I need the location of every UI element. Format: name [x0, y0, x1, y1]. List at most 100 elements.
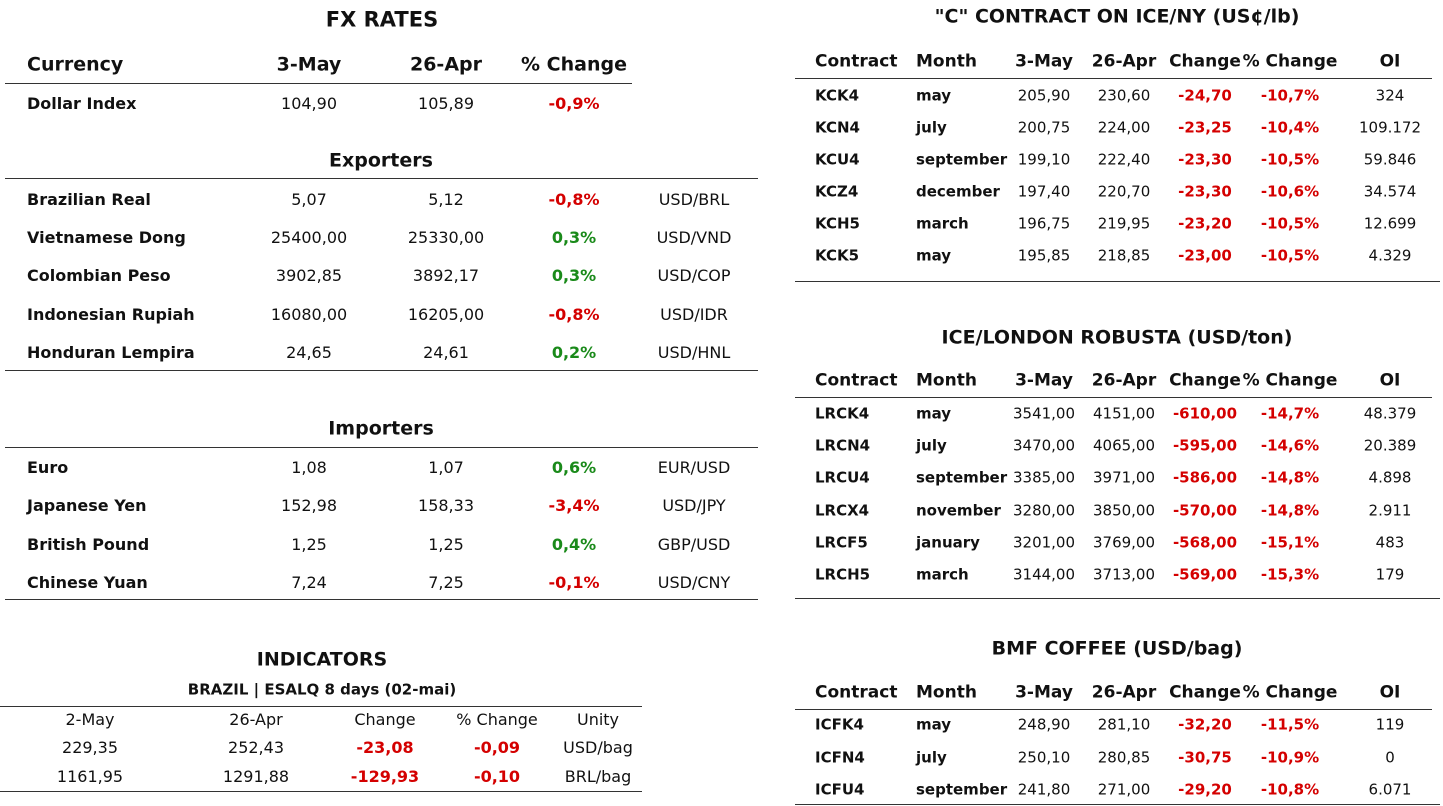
header: Change: [1169, 370, 1241, 391]
cell: -32,20: [1178, 715, 1232, 734]
row-label: LRCK4: [815, 404, 870, 423]
rule: [5, 370, 758, 371]
cell: 25330,00: [407, 228, 485, 247]
cell: USD/JPY: [662, 496, 726, 515]
cell: -0,10: [473, 767, 521, 786]
header: % Change: [1242, 682, 1338, 703]
title: "C" CONTRACT ON ICE/NY (US¢/lb): [934, 5, 1300, 28]
cell: 1,25: [291, 535, 327, 554]
cell: 179: [1375, 565, 1405, 584]
cell: 230,60: [1097, 86, 1151, 105]
header: Unity: [576, 710, 620, 729]
header: Change: [1169, 682, 1241, 703]
cell: 200,75: [1017, 118, 1071, 137]
section-title: Importers: [328, 417, 434, 440]
cell: 24,65: [286, 343, 332, 362]
cell: 4151,00: [1092, 404, 1156, 423]
cell: -0,8%: [548, 190, 600, 209]
cell: 196,75: [1017, 214, 1071, 233]
cell: -568,00: [1172, 533, 1238, 552]
cell: USD/bag: [563, 738, 633, 757]
cell: 280,85: [1097, 748, 1151, 767]
cell: 483: [1375, 533, 1405, 552]
cell: 324: [1375, 86, 1405, 105]
title: ICE/LONDON ROBUSTA (USD/ton): [941, 326, 1293, 349]
cell: may: [916, 86, 952, 105]
row-label: KCH5: [815, 214, 860, 233]
cell: 3850,00: [1092, 501, 1156, 520]
cell: 281,10: [1097, 715, 1151, 734]
rule: [5, 447, 758, 448]
cell: july: [916, 118, 947, 137]
row-label: ICFN4: [815, 748, 865, 767]
header: % Change: [1242, 370, 1338, 391]
cell: 24,61: [423, 343, 469, 362]
cell: -10,5%: [1260, 246, 1320, 265]
header: Month: [916, 682, 977, 703]
header: Month: [916, 370, 977, 391]
row-label: Dollar Index: [27, 94, 137, 113]
row-label: Japanese Yen: [27, 496, 147, 515]
cell: BRL/bag: [564, 767, 632, 786]
cell: 119: [1375, 715, 1405, 734]
subtitle: BRAZIL | ESALQ 8 days (02-mai): [187, 680, 457, 699]
rule: [795, 397, 1432, 398]
cell: 16080,00: [270, 305, 348, 324]
cell: -14,8%: [1260, 468, 1320, 487]
header: Change: [354, 710, 416, 729]
title: FX RATES: [325, 7, 439, 32]
cell: 59.846: [1363, 150, 1417, 169]
cell: 1161,95: [56, 767, 124, 786]
row-label: ICFK4: [815, 715, 864, 734]
cell: 16205,00: [407, 305, 485, 324]
cell: 218,85: [1097, 246, 1151, 265]
section-title: Exporters: [329, 149, 433, 172]
cell: 3201,00: [1012, 533, 1076, 552]
cell: 109.172: [1358, 118, 1422, 137]
cell: november: [916, 501, 1001, 520]
cell: -10,5%: [1260, 214, 1320, 233]
cell: 20.389: [1363, 436, 1417, 455]
cell: 1,08: [291, 458, 327, 477]
cell: -14,6%: [1260, 436, 1320, 455]
cell: -29,20: [1178, 780, 1232, 799]
cell: -23,20: [1178, 214, 1232, 233]
header: Contract: [815, 682, 898, 703]
row-label: Chinese Yuan: [27, 573, 148, 592]
cell: -14,7%: [1260, 404, 1320, 423]
header: 26-Apr: [1091, 51, 1157, 72]
cell: -610,00: [1172, 404, 1238, 423]
cell: 0,4%: [551, 535, 597, 554]
cell: -15,3%: [1260, 565, 1320, 584]
rule: [795, 804, 1440, 805]
cell: -0,8%: [548, 305, 600, 324]
header: Change: [1169, 51, 1241, 72]
row-label: KCN4: [815, 118, 860, 137]
cell: march: [916, 565, 969, 584]
cell: -586,00: [1172, 468, 1238, 487]
cell: -30,75: [1178, 748, 1232, 767]
rule: [5, 178, 758, 179]
cell: 3769,00: [1092, 533, 1156, 552]
cell: GBP/USD: [657, 535, 731, 554]
cell: 3385,00: [1012, 468, 1076, 487]
cell: january: [916, 533, 980, 552]
header: Month: [916, 51, 977, 72]
row-label: British Pound: [27, 535, 150, 554]
header: 26-Apr: [1091, 370, 1157, 391]
header: OI: [1379, 370, 1401, 391]
header: % Change: [521, 53, 627, 76]
cell: USD/BRL: [658, 190, 730, 209]
header: 3-May: [276, 53, 342, 76]
row-label: Honduran Lempira: [27, 343, 195, 362]
header: 3-May: [1015, 370, 1073, 391]
cell: -0,9%: [548, 94, 600, 113]
header: % Change: [456, 710, 538, 729]
cell: 2.911: [1368, 501, 1412, 520]
cell: 12.699: [1363, 214, 1417, 233]
cell: -595,00: [1172, 436, 1238, 455]
row-label: LRCU4: [815, 468, 870, 487]
cell: 248,90: [1017, 715, 1071, 734]
cell: 3902,85: [275, 266, 343, 285]
cell: -10,9%: [1260, 748, 1320, 767]
